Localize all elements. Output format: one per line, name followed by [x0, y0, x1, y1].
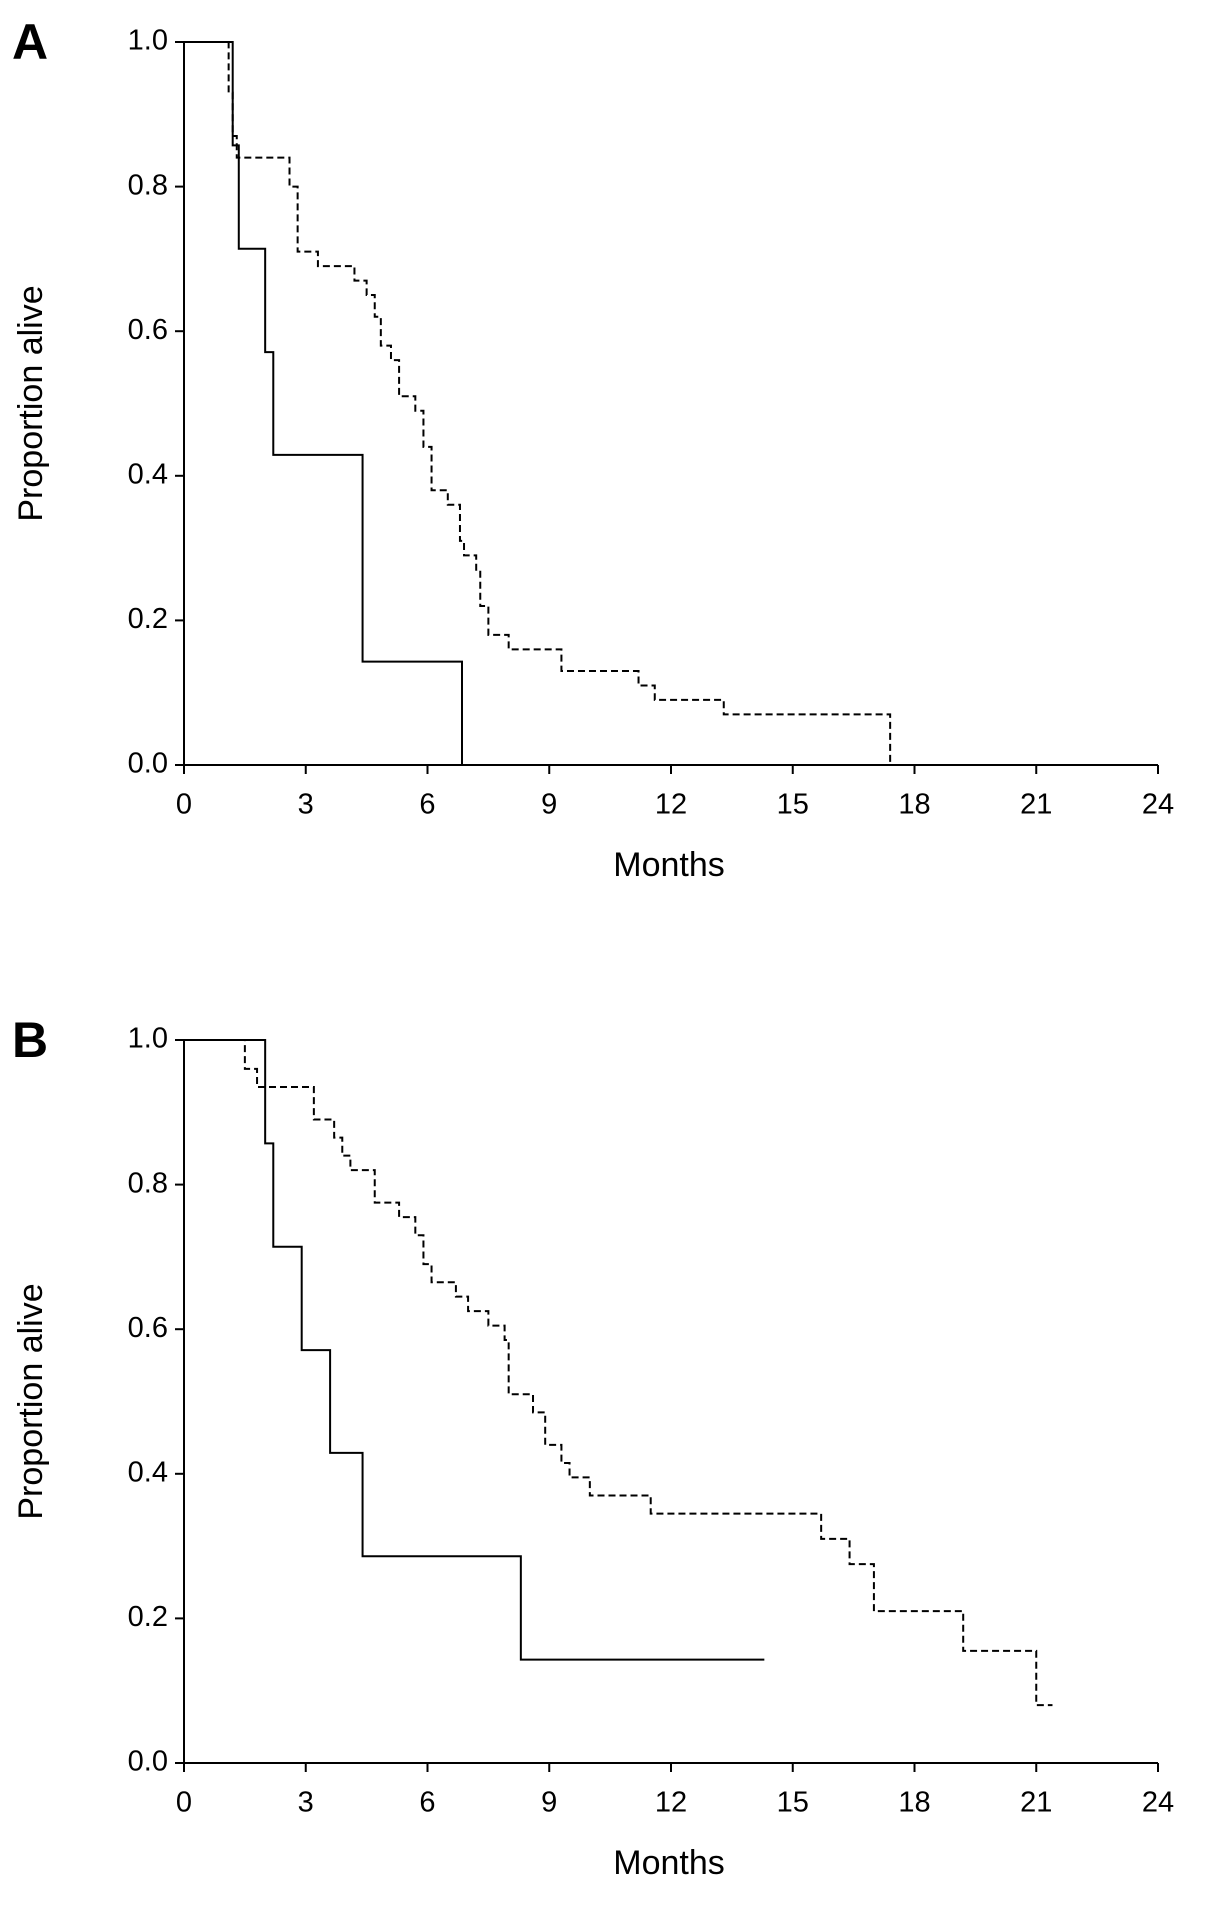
y-tick-label: 0.4 [128, 1456, 168, 1488]
x-tick-label: 3 [298, 789, 314, 821]
x-tick-label: 15 [777, 789, 809, 821]
survival-curve [184, 41, 892, 765]
x-tick-label: 6 [419, 789, 435, 821]
x-tick-label: 0 [176, 789, 192, 821]
survival-curve [184, 1039, 1053, 1707]
x-axis-title: Months [613, 1844, 725, 1882]
x-tick-label: 9 [541, 789, 557, 821]
x-tick-label: 9 [541, 1787, 557, 1819]
x-tick-label: 18 [898, 1787, 930, 1819]
x-axis-title: Months [613, 846, 725, 884]
x-tick-label: 12 [655, 789, 687, 821]
y-tick-label: 0.2 [128, 603, 168, 635]
x-tick-label: 15 [777, 1787, 809, 1819]
y-tick-label: 0.6 [128, 1312, 168, 1344]
x-tick-label: 3 [298, 1787, 314, 1819]
panel-label: B [12, 1012, 48, 1068]
x-tick-label: 18 [898, 789, 930, 821]
y-axis-title: Proportion alive [12, 285, 50, 521]
x-tick-label: 12 [655, 1787, 687, 1819]
x-tick-label: 24 [1142, 789, 1174, 821]
x-tick-label: 6 [419, 1787, 435, 1819]
y-axis-title: Proportion alive [12, 1283, 50, 1519]
survival-curve [184, 41, 463, 765]
y-tick-label: 0.8 [128, 1167, 168, 1199]
survival-curve [184, 1039, 765, 1661]
y-tick-label: 0.8 [128, 169, 168, 201]
y-tick-label: 1.0 [128, 1023, 168, 1055]
y-tick-label: 0.0 [128, 748, 168, 780]
y-tick-label: 1.0 [128, 25, 168, 57]
panel-label: A [12, 14, 48, 70]
y-tick-label: 0.4 [128, 458, 168, 490]
y-tick-label: 0.0 [128, 1746, 168, 1778]
y-tick-label: 0.6 [128, 314, 168, 346]
x-tick-label: 24 [1142, 1787, 1174, 1819]
x-tick-label: 0 [176, 1787, 192, 1819]
x-tick-label: 21 [1020, 1787, 1052, 1819]
y-tick-label: 0.2 [128, 1601, 168, 1633]
x-tick-label: 21 [1020, 789, 1052, 821]
